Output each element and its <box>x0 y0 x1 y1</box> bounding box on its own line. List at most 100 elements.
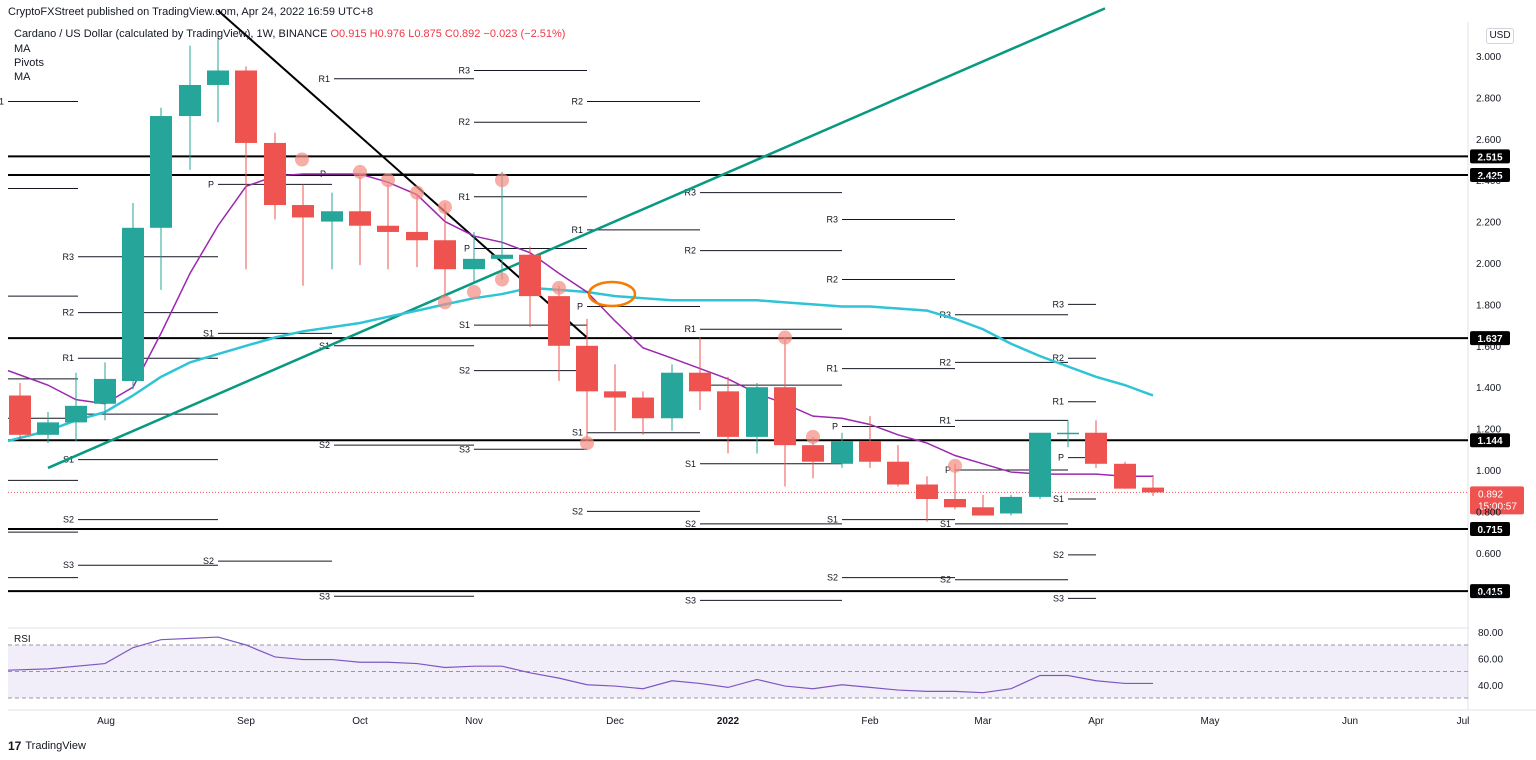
marker-dot <box>381 173 395 188</box>
y-tick-label: 2.800 <box>1476 93 1501 104</box>
marker-dot <box>806 429 820 444</box>
y-tick-label: 0.600 <box>1476 549 1501 560</box>
candle-body <box>235 70 257 143</box>
pivot-label: S2 <box>827 573 838 583</box>
candle-body <box>292 205 314 218</box>
highlight-ellipse <box>587 280 637 308</box>
candle-body <box>831 441 853 464</box>
level-badge <box>1470 168 1510 183</box>
indicator-ma-1[interactable]: MA <box>14 43 31 55</box>
x-tick-label: Apr <box>1088 716 1104 727</box>
x-tick-label: Oct <box>352 716 368 727</box>
pivot-label: R3 <box>458 65 470 75</box>
pivot-label: R1 <box>826 364 838 374</box>
y-tick-label: 0.800 <box>1476 507 1501 518</box>
marker-dot <box>410 185 424 200</box>
pivot-label: S3 <box>319 591 330 601</box>
pivot-label: R2 <box>458 117 470 127</box>
marker-dot <box>495 272 509 287</box>
level-label: 2.425 <box>1477 171 1502 182</box>
candle-body <box>207 70 229 85</box>
candle-body <box>689 372 711 392</box>
candle-body <box>859 441 881 462</box>
candle-body <box>1114 463 1136 489</box>
candle-body <box>661 372 683 419</box>
candle-body <box>717 391 739 437</box>
pivot-label: S1 <box>203 328 214 338</box>
pivot-label: S1 <box>685 459 696 469</box>
y-tick-label: 2.400 <box>1476 176 1501 187</box>
pivot-label: R2 <box>1052 353 1064 363</box>
pivot-label: R1 <box>1052 397 1064 407</box>
pivot-label: R3 <box>684 188 696 198</box>
marker-dot <box>778 330 792 345</box>
candle-body <box>65 405 87 423</box>
pivot-label: R1 <box>939 415 951 425</box>
pivot-label: R2 <box>571 97 583 107</box>
level-badge <box>1470 433 1510 448</box>
pivot-label: P <box>1058 453 1064 463</box>
pivot-label: R3 <box>826 215 838 225</box>
x-tick-label: Mar <box>974 716 992 727</box>
symbol-name: Cardano / US Dollar (calculated by Tradi… <box>14 28 328 40</box>
ohlc-low: L0.875 <box>408 28 442 40</box>
pivot-label: R1 <box>318 74 330 84</box>
tradingview-logo[interactable]: 17 TradingView <box>8 739 86 753</box>
marker-dot <box>295 152 309 167</box>
rsi-tick-label: 40.00 <box>1478 681 1503 692</box>
publisher-line: CryptoFXStreet published on TradingView.… <box>8 6 374 18</box>
level-badge <box>1470 521 1510 536</box>
last-price-label: 0.892 <box>1478 489 1503 500</box>
candle-body <box>94 378 116 404</box>
level-badge <box>1470 149 1510 164</box>
candle-body <box>179 84 201 117</box>
y-tick-label: 1.000 <box>1476 466 1501 477</box>
currency-button[interactable]: USD <box>1486 28 1514 44</box>
y-tick-label: 1.800 <box>1476 300 1501 311</box>
marker-dot <box>467 284 481 299</box>
candle-body <box>406 231 428 241</box>
level-label: 0.415 <box>1477 587 1502 598</box>
candle-body <box>887 461 909 485</box>
candle-body <box>150 116 172 228</box>
rsi-tick-label: 80.00 <box>1478 628 1503 639</box>
candle-body <box>944 498 966 508</box>
pivot-label: R1 <box>62 353 74 363</box>
candle-body <box>746 387 768 437</box>
level-badge <box>1470 584 1510 599</box>
x-tick-label: Jul <box>1457 716 1470 727</box>
tradingview-logo-icon: 17 <box>8 739 22 753</box>
pivot-label: S2 <box>459 366 470 376</box>
pivot-label: P <box>577 301 583 311</box>
pivot-label: S2 <box>203 556 214 566</box>
x-tick-label: Sep <box>237 716 255 727</box>
marker-dot <box>438 200 452 215</box>
indicator-ma-2[interactable]: MA <box>14 71 31 83</box>
candle-body <box>548 296 570 346</box>
pivot-label: S1 <box>827 515 838 525</box>
last-price-countdown: 15:00:57 <box>1478 501 1517 512</box>
ohlc-open: O0.915 <box>330 28 367 40</box>
y-tick-label: 2.000 <box>1476 259 1501 270</box>
x-tick-label: Nov <box>465 716 483 727</box>
ohlc-close: C0.892 <box>444 28 481 40</box>
candle-body <box>434 240 456 270</box>
pivot-label: S1 <box>459 320 470 330</box>
marker-dot <box>580 436 594 451</box>
pivot-label: S1 <box>940 519 951 529</box>
y-tick-label: 2.200 <box>1476 218 1501 229</box>
candle-body <box>264 142 286 206</box>
candle-body <box>972 507 994 516</box>
symbol-line: Cardano / US Dollar (calculated by Tradi… <box>14 28 565 40</box>
pivot-label: S2 <box>940 575 951 585</box>
rsi-tick-label: 60.00 <box>1478 654 1503 665</box>
pivot-label: P <box>945 465 951 475</box>
y-tick-label: 2.600 <box>1476 135 1501 146</box>
candle-body <box>604 391 626 398</box>
y-tick-label: 1.600 <box>1476 342 1501 353</box>
marker-dot <box>552 280 566 295</box>
indicator-pivots[interactable]: Pivots <box>14 57 44 69</box>
level-badge <box>1470 331 1510 346</box>
level-label: 1.637 <box>1477 334 1502 345</box>
